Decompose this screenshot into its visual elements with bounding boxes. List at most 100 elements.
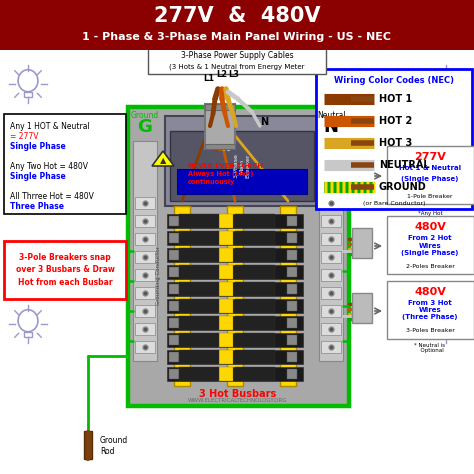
Text: Wires
(Single Phase): Wires (Single Phase)	[401, 243, 459, 255]
Text: L2: L2	[217, 70, 228, 79]
Text: From 2 Hot: From 2 Hot	[408, 235, 452, 241]
Text: 1-Pole Breaker: 1-Pole Breaker	[407, 193, 453, 199]
Bar	[179, 214, 219, 228]
Bar	[235, 299, 275, 313]
Text: L1: L1	[203, 73, 215, 82]
Bar	[179, 299, 219, 313]
Text: Wiring Color Codes (NEC): Wiring Color Codes (NEC)	[334, 75, 454, 84]
Text: 1 - Phase & 3-Phase Main Panel Wiring - US - NEC: 1 - Phase & 3-Phase Main Panel Wiring - …	[82, 32, 392, 42]
Bar	[169, 216, 179, 226]
Bar	[217, 299, 233, 313]
Bar	[287, 301, 297, 311]
Bar	[287, 335, 297, 345]
Bar	[217, 350, 233, 364]
Text: 3 Hot Busbars: 3 Hot Busbars	[200, 389, 277, 399]
Text: Wye or Star (Y): Wye or Star (Y)	[198, 37, 276, 46]
Bar	[179, 333, 219, 347]
Text: = 277V: = 277V	[10, 131, 38, 140]
Text: Any Two Hot = 480V: Any Two Hot = 480V	[10, 162, 88, 171]
Bar	[135, 215, 155, 227]
Bar	[442, 91, 450, 97]
Bar	[235, 316, 275, 330]
Bar	[287, 284, 297, 294]
Bar	[84, 431, 92, 459]
Bar	[179, 282, 219, 296]
Text: (or Bare Conductor): (or Bare Conductor)	[363, 201, 425, 206]
Bar	[169, 318, 179, 328]
Bar	[235, 350, 275, 364]
Bar	[4, 241, 126, 299]
Bar	[321, 251, 341, 263]
Bar	[387, 146, 474, 204]
Bar	[217, 265, 233, 279]
Text: Three Phase: Three Phase	[10, 201, 64, 210]
Bar	[387, 281, 474, 339]
Bar	[321, 215, 341, 227]
Text: 3-Phase Power Supply Cables: 3-Phase Power Supply Cables	[181, 51, 293, 60]
Text: L3: L3	[228, 70, 239, 79]
Bar	[235, 333, 275, 347]
Bar	[167, 299, 303, 313]
Text: 480V: 480V	[414, 287, 446, 297]
Bar	[177, 169, 307, 194]
Text: N: N	[260, 117, 268, 127]
Text: NEVER EVER TOUCH: NEVER EVER TOUCH	[188, 163, 263, 169]
Bar	[387, 216, 474, 274]
Text: * Neutral is
  Optional: * Neutral is Optional	[414, 343, 446, 354]
Text: Hot 1 & Neutral: Hot 1 & Neutral	[399, 165, 461, 171]
Bar	[135, 251, 155, 263]
Bar	[217, 333, 233, 347]
Bar	[169, 369, 179, 379]
Text: ▲: ▲	[160, 156, 166, 165]
Text: Single Phase: Single Phase	[10, 142, 66, 151]
Text: N: N	[323, 118, 338, 136]
Bar	[205, 104, 235, 149]
Text: NEUTRAL: NEUTRAL	[379, 160, 429, 170]
Bar	[287, 233, 297, 243]
Bar	[169, 233, 179, 243]
Bar	[321, 323, 341, 335]
Bar	[167, 282, 303, 296]
Bar	[135, 269, 155, 281]
Text: (Single Phase): (Single Phase)	[401, 176, 459, 182]
Text: G: G	[137, 118, 153, 136]
Bar	[287, 250, 297, 260]
Bar	[179, 231, 219, 245]
Bar	[135, 287, 155, 299]
Text: HOT 2: HOT 2	[379, 116, 412, 126]
Bar	[0, 50, 474, 474]
Bar	[129, 108, 347, 404]
Bar	[167, 367, 303, 381]
Bar	[352, 293, 372, 323]
Text: HOT 3: HOT 3	[379, 138, 412, 148]
Bar	[167, 333, 303, 347]
Text: 480V: 480V	[414, 222, 446, 232]
Bar	[127, 106, 349, 406]
Text: Any 1 HOT & Neutral: Any 1 HOT & Neutral	[10, 121, 90, 130]
Bar	[135, 323, 155, 335]
Bar	[179, 265, 219, 279]
Text: *Any Hot: *Any Hot	[418, 210, 442, 216]
Text: From 3 Hot: From 3 Hot	[408, 300, 452, 306]
Text: 3-Pole Breakers snap
over 3 Busbars & Draw
Hot from each Busbar: 3-Pole Breakers snap over 3 Busbars & Dr…	[16, 253, 114, 287]
Bar	[321, 287, 341, 299]
Bar	[442, 332, 450, 337]
Text: Ground: Ground	[131, 110, 159, 119]
Bar	[316, 69, 472, 209]
Bar	[24, 332, 32, 337]
Bar	[179, 248, 219, 262]
Bar	[287, 267, 297, 277]
Text: WWW.ELECTRICALTECHNOLOGY.ORG: WWW.ELECTRICALTECHNOLOGY.ORG	[188, 398, 288, 403]
Bar	[135, 197, 155, 209]
Bar	[235, 282, 275, 296]
Bar	[280, 206, 296, 386]
Bar	[167, 231, 303, 245]
Bar	[0, 0, 474, 50]
Bar	[205, 144, 235, 149]
Bar	[169, 335, 179, 345]
Bar	[352, 163, 372, 188]
Bar	[169, 352, 179, 362]
Bar	[167, 214, 303, 228]
Bar	[169, 250, 179, 260]
Bar	[235, 248, 275, 262]
